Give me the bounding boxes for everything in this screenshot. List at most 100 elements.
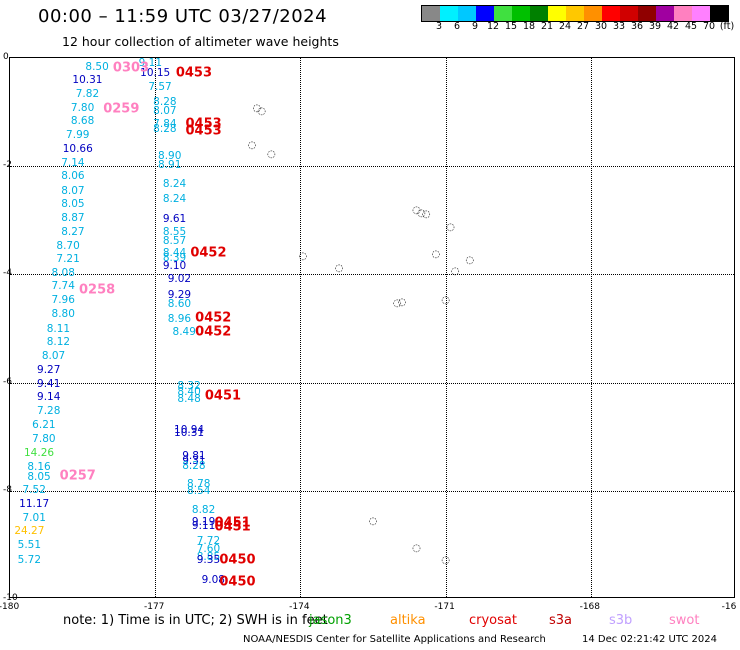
wave-height-label: 8.49	[172, 325, 196, 338]
color-scale-label: 24	[558, 21, 572, 32]
wave-height-label: 8.48	[177, 392, 201, 405]
island-outline: ◌	[417, 207, 426, 219]
island-outline: ◌	[441, 555, 450, 567]
wave-height-label: 7.01	[22, 511, 46, 524]
island-outline: ◌	[412, 204, 421, 216]
color-scale-label: 18	[522, 21, 536, 32]
wave-height-label: 9.11	[138, 57, 163, 70]
color-swatch	[674, 6, 692, 21]
wave-height-label: 7.21	[56, 253, 80, 265]
wave-height-label: 7.96	[51, 294, 75, 307]
color-swatch	[458, 6, 476, 21]
wave-height-label: 8.05	[27, 471, 51, 484]
color-swatch	[440, 6, 458, 21]
wave-height-label: 8.68	[70, 115, 95, 128]
color-swatch	[638, 6, 656, 21]
wave-height-label: 8.82	[191, 503, 216, 516]
longitude-gridline	[300, 58, 302, 597]
island-outline: ◌	[441, 295, 450, 307]
island-outline: ◌	[334, 262, 344, 274]
pass-time-label: 0303	[112, 60, 150, 76]
island-outline: ◌	[446, 222, 455, 234]
map-frame: ◌ ◌ ◌ ◌ ◌ ◌ ◌ ◌ ◌ ◌ ◌ ◌ ◌ ◌ ◌ ◌ ◌ ◌ ◌ 8.50 10.31 7.82 7.80 8.68…	[9, 57, 735, 598]
longitude-tick-label: -180	[0, 602, 20, 612]
wave-height-label: 9.31	[182, 454, 206, 467]
latitude-gridline	[10, 490, 734, 492]
longitude-tick-label: -16	[721, 602, 737, 612]
pass-time-label: 0452	[195, 324, 232, 340]
island-outline: ◌	[257, 105, 267, 117]
legend-item-s3b: s3b	[609, 613, 633, 628]
island-outline: ◌	[298, 251, 308, 263]
color-scale-label: 21	[540, 21, 554, 32]
wave-height-label: 8.90	[158, 150, 182, 163]
wave-height-label: 8.27	[61, 225, 85, 238]
color-swatch	[710, 6, 728, 21]
longitude-gridline	[590, 58, 592, 597]
color-scale-label: 36	[630, 21, 644, 32]
wave-height-label: 7.57	[148, 80, 172, 93]
wave-height-label: 9.14	[37, 390, 61, 403]
wave-height-label: 9.08	[201, 573, 225, 586]
wave-height-label: 8.28	[153, 123, 177, 136]
wave-height-label: 8.07	[41, 349, 66, 362]
color-swatch	[620, 6, 638, 21]
wave-height-label: 8.24	[162, 192, 187, 205]
pass-time-label: 0453	[185, 123, 222, 139]
wave-height-label: 8.50	[85, 60, 109, 73]
pass-time-label: 0452	[190, 245, 227, 261]
wave-height-label: 8.28	[182, 460, 206, 473]
wave-height-label: 8.85	[196, 550, 221, 563]
color-swatch	[584, 6, 602, 21]
longitude-gridline	[445, 58, 447, 597]
wave-height-label: 10.66	[62, 142, 93, 155]
wave-height-label: 9.35	[196, 553, 221, 566]
color-scale-label: 3	[435, 21, 443, 32]
color-scale-bar	[421, 5, 729, 22]
wave-height-label: 8.54	[187, 484, 211, 497]
wave-height-label: 8.24	[162, 177, 187, 190]
wave-height-label: 8.70	[56, 239, 80, 252]
color-scale-label: 30	[594, 21, 608, 32]
wave-height-label: 9.11	[191, 519, 216, 532]
wave-height-label: 11.17	[19, 498, 50, 511]
chart-title: 00:00 – 11:59 UTC 03/27/2024	[38, 6, 328, 27]
wave-height-label: 8.28	[153, 96, 177, 109]
color-scale-label: 42	[666, 21, 680, 32]
latitude-gridline	[10, 382, 734, 384]
island-outline: ◌	[252, 103, 262, 115]
longitude-tick-label: -168	[579, 602, 601, 612]
wave-height-label: 7.14	[61, 156, 85, 169]
wave-height-label: 8.80	[51, 308, 75, 321]
pass-time-label: 0453	[175, 65, 212, 81]
wave-height-label: 10.15	[140, 66, 171, 79]
pass-time-label: 0259	[103, 101, 140, 117]
wave-height-label: 8.06	[61, 170, 85, 183]
wave-height-label: 9.19	[191, 515, 216, 528]
chart-subtitle: 12 hour collection of altimeter wave hei…	[62, 34, 339, 49]
color-swatch	[692, 6, 710, 21]
latitude-gridline	[10, 166, 734, 168]
wave-height-label: 9.27	[37, 363, 61, 376]
wave-height-label: 8.39	[162, 251, 187, 264]
wave-height-label: 7.60	[196, 542, 221, 555]
latitude-tick-label: 0	[3, 52, 9, 62]
wave-height-label: 5.72	[17, 553, 42, 566]
color-swatch	[656, 6, 674, 21]
wave-height-label: 9.41	[37, 377, 61, 390]
wave-height-label: 14.26	[24, 446, 55, 459]
longitude-gridline	[155, 58, 157, 597]
wave-height-label: 8.78	[187, 478, 211, 491]
wave-height-label: 8.16	[27, 460, 51, 473]
wave-height-label: 8.11	[46, 322, 71, 335]
pass-time-label: 0450	[219, 574, 256, 590]
island-outline: ◌	[247, 140, 257, 152]
credit-line: NOAA/NESDIS Center for Satellite Applica…	[243, 634, 546, 645]
wave-height-label: 7.72	[196, 534, 221, 547]
wave-height-label: 24.27	[14, 525, 45, 538]
color-scale-label: 39	[648, 21, 662, 32]
longitude-tick-label: -177	[143, 602, 165, 612]
wave-height-label: 10.31	[174, 427, 205, 440]
color-swatch	[548, 6, 566, 21]
wave-height-label: 10.94	[174, 423, 205, 436]
